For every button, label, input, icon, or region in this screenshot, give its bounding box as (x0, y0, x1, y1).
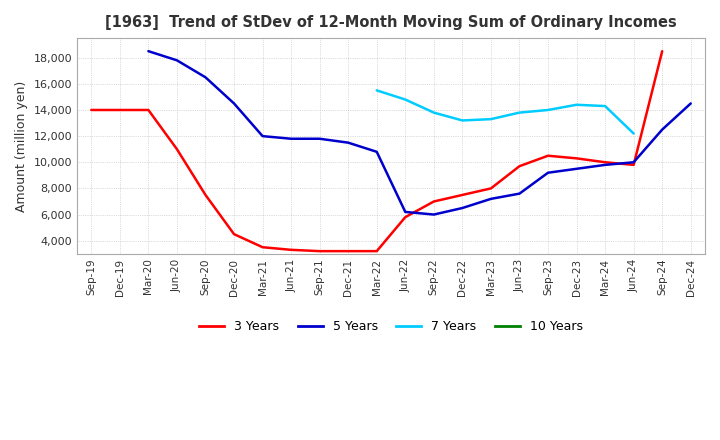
3 Years (487, 186, 495, 191)
5 Years (287, 136, 295, 141)
7 Years (458, 118, 467, 123)
3 Years (258, 245, 267, 250)
3 Years (600, 160, 609, 165)
3 Years (430, 199, 438, 204)
5 Years (629, 160, 638, 165)
5 Years (430, 212, 438, 217)
5 Years (544, 170, 552, 176)
5 Years (144, 48, 153, 54)
3 Years (572, 156, 581, 161)
7 Years (515, 110, 523, 115)
3 Years (230, 231, 238, 237)
7 Years (487, 117, 495, 122)
3 Years (629, 162, 638, 168)
Line: 5 Years: 5 Years (148, 51, 690, 215)
Y-axis label: Amount (million yen): Amount (million yen) (15, 81, 28, 212)
3 Years (315, 249, 324, 254)
5 Years (686, 101, 695, 106)
5 Years (572, 166, 581, 172)
7 Years (372, 88, 381, 93)
7 Years (544, 107, 552, 113)
5 Years (230, 101, 238, 106)
3 Years (144, 107, 153, 113)
7 Years (401, 97, 410, 102)
3 Years (201, 192, 210, 198)
3 Years (173, 147, 181, 152)
Line: 7 Years: 7 Years (377, 90, 634, 133)
Line: 3 Years: 3 Years (91, 51, 662, 251)
5 Years (315, 136, 324, 141)
5 Years (344, 140, 353, 145)
3 Years (372, 249, 381, 254)
5 Years (258, 133, 267, 139)
3 Years (544, 153, 552, 158)
3 Years (515, 164, 523, 169)
5 Years (201, 75, 210, 80)
Title: [1963]  Trend of StDev of 12-Month Moving Sum of Ordinary Incomes: [1963] Trend of StDev of 12-Month Moving… (105, 15, 677, 30)
7 Years (572, 102, 581, 107)
3 Years (87, 107, 96, 113)
5 Years (173, 58, 181, 63)
3 Years (458, 192, 467, 198)
3 Years (344, 249, 353, 254)
7 Years (600, 103, 609, 109)
5 Years (600, 162, 609, 168)
3 Years (287, 247, 295, 253)
5 Years (458, 205, 467, 211)
5 Years (515, 191, 523, 196)
3 Years (658, 48, 667, 54)
7 Years (430, 110, 438, 115)
5 Years (372, 149, 381, 154)
5 Years (658, 127, 667, 132)
Legend: 3 Years, 5 Years, 7 Years, 10 Years: 3 Years, 5 Years, 7 Years, 10 Years (194, 315, 588, 338)
7 Years (629, 131, 638, 136)
3 Years (401, 215, 410, 220)
3 Years (115, 107, 124, 113)
5 Years (401, 209, 410, 215)
5 Years (487, 196, 495, 202)
